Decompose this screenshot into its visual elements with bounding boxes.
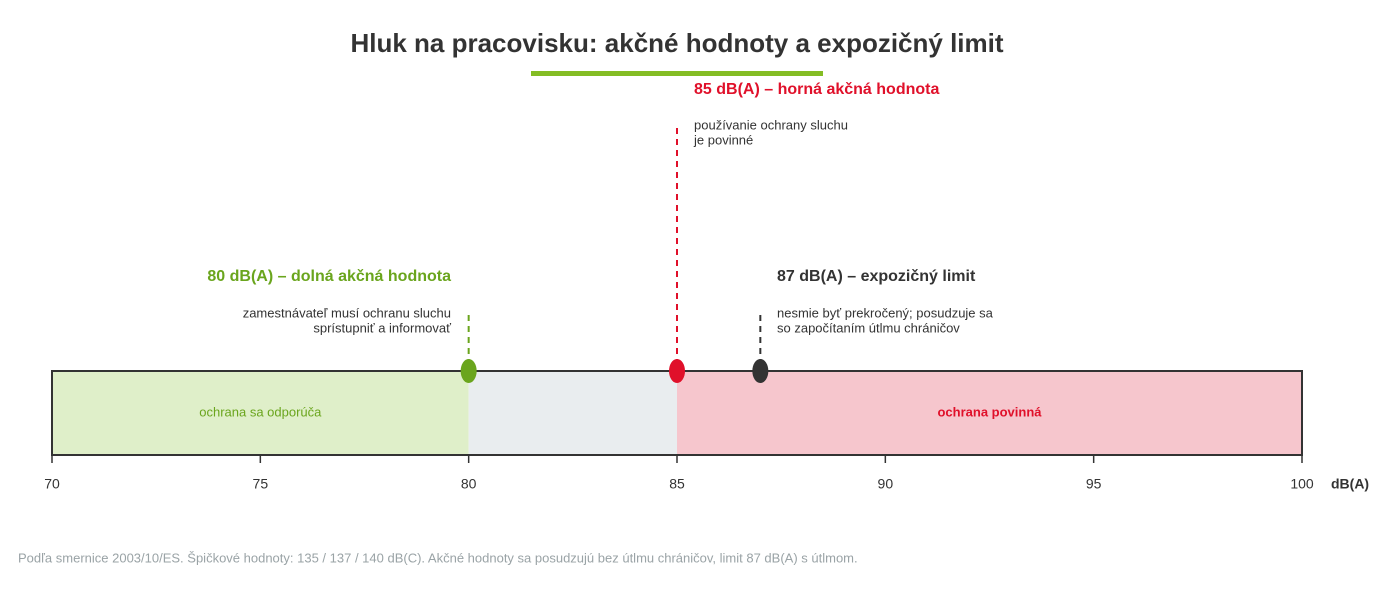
unit-label: dB(A) [1331, 476, 1369, 492]
x-tick-label: 75 [253, 476, 269, 492]
marker-dot [669, 359, 685, 383]
marker-title: 80 dB(A) – dolná akčná hodnota [207, 268, 451, 285]
x-tick-label: 80 [461, 476, 477, 492]
footnote: Podľa smernice 2003/10/ES. Špičkové hodn… [18, 550, 858, 565]
x-tick-label: 95 [1086, 476, 1102, 492]
marker-description: so započítaním útlmu chráničov [777, 320, 960, 335]
zone [468, 371, 677, 455]
x-tick-label: 90 [878, 476, 894, 492]
marker-description: používanie ochrany sluchu [694, 117, 848, 132]
marker-description: sprístupniť a informovať [313, 320, 451, 335]
zone [677, 371, 1302, 455]
zone-label: ochrana sa odporúča [199, 404, 322, 419]
marker-dot [752, 359, 769, 383]
zone-label: ochrana povinná [937, 404, 1042, 419]
marker-description: nesmie byť prekročený; posudzuje sa [777, 305, 994, 320]
chart-title: Hluk na pracovisku: akčné hodnoty a expo… [350, 28, 1003, 58]
marker-title: 85 dB(A) – horná akčná hodnota [694, 81, 939, 98]
marker-title: 87 dB(A) – expozičný limit [777, 268, 976, 285]
title-underline [531, 71, 823, 76]
x-tick-label: 100 [1290, 476, 1314, 492]
zone [52, 371, 469, 455]
x-tick-label: 70 [44, 476, 60, 492]
marker-dot [460, 359, 477, 383]
marker-description: zamestnávateľ musí ochranu sluchu [243, 305, 451, 320]
marker-description: je povinné [693, 132, 753, 147]
x-tick-label: 85 [669, 476, 685, 492]
